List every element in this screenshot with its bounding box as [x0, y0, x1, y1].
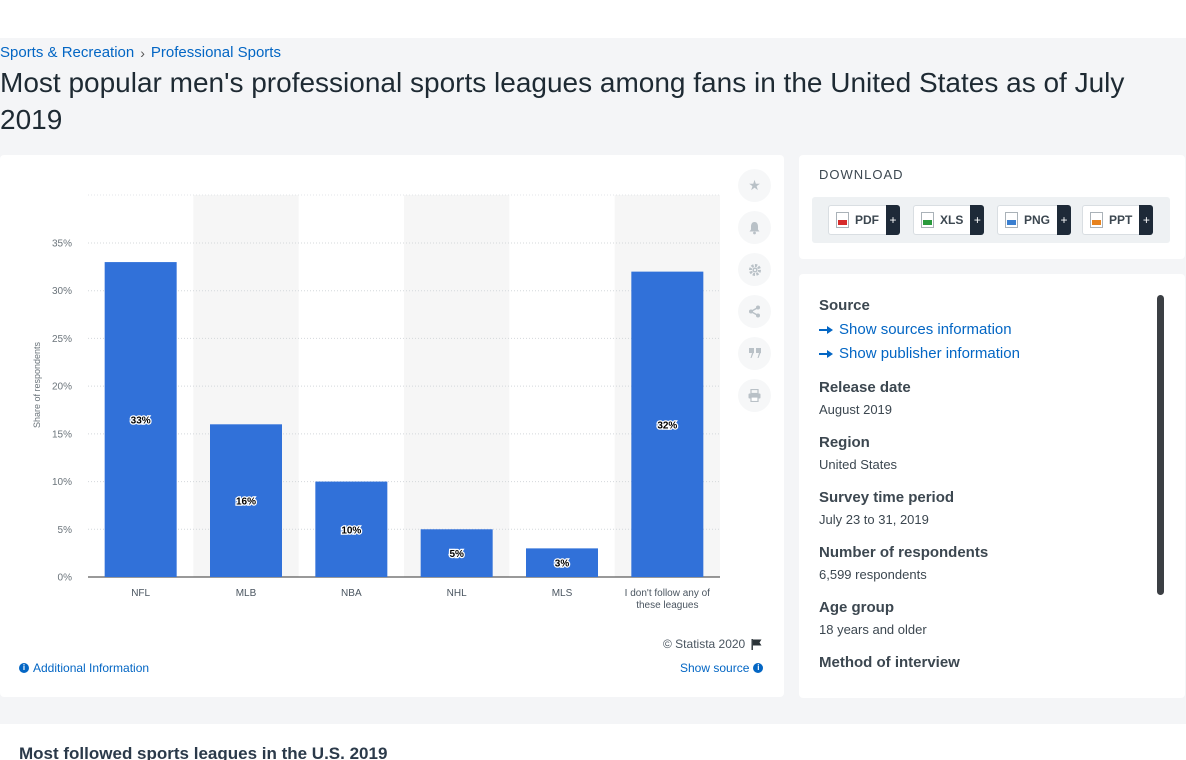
share-icon[interactable]: [738, 295, 771, 328]
details-scrollbar[interactable]: [1157, 295, 1164, 595]
gear-icon[interactable]: [738, 253, 771, 286]
x-tick-label: MLS: [552, 588, 573, 599]
data-label: 3%: [555, 559, 570, 570]
breadcrumb: Sports & Recreation › Professional Sport…: [0, 44, 281, 61]
show-source-label: Show source: [680, 661, 750, 675]
related-statistic-title[interactable]: Most followed sports leagues in the U.S.…: [19, 744, 388, 760]
download-card: DOWNLOAD PDF + XLS + PNG + PPT +: [799, 155, 1185, 259]
x-tick-label: NFL: [131, 588, 150, 599]
bar: [104, 262, 177, 577]
y-axis-label: Share of respondents: [32, 341, 42, 428]
bar: [315, 481, 388, 577]
bar: [420, 529, 493, 577]
download-ppt-label: PPT: [1109, 213, 1133, 227]
y-tick-label: 30%: [52, 286, 72, 297]
download-png-plus[interactable]: +: [1057, 205, 1072, 235]
breadcrumb-separator-icon: ›: [140, 44, 145, 61]
download-xls-plus[interactable]: +: [970, 205, 985, 235]
details-scroll-area[interactable]: Source Show sources information Show pub…: [799, 274, 1169, 676]
flag-icon[interactable]: [751, 638, 762, 650]
x-tick-label: these leagues: [636, 600, 698, 611]
pdf-file-icon: [836, 212, 849, 228]
respondents-heading: Number of respondents: [819, 544, 989, 561]
x-tick-label: NHL: [447, 588, 467, 599]
copyright-notice: © Statista 2020: [663, 637, 762, 651]
xls-file-icon: [921, 212, 934, 228]
download-ppt-button[interactable]: PPT +: [1082, 205, 1154, 235]
bar-chart: 0% 5% 10% 15% 20% 25% 30% 35% Share of responden…: [32, 194, 720, 611]
show-publisher-link[interactable]: Show publisher information: [819, 345, 1020, 362]
download-xls-label: XLS: [940, 213, 964, 227]
release-date-value: August 2019: [819, 402, 893, 417]
top-bar: [0, 0, 1186, 38]
source-heading: Source: [819, 297, 870, 314]
release-date-heading: Release date: [819, 379, 911, 396]
breadcrumb-item-professional-sports[interactable]: Professional Sports: [150, 44, 281, 61]
download-title: DOWNLOAD: [819, 167, 904, 182]
bell-icon[interactable]: [738, 211, 771, 244]
additional-information-link[interactable]: i Additional Information: [19, 661, 149, 675]
download-buttons: PDF + XLS + PNG + PPT +: [812, 197, 1170, 243]
show-sources-link[interactable]: Show sources information: [819, 321, 1012, 338]
download-png-button[interactable]: PNG +: [997, 205, 1072, 235]
bar: [526, 548, 598, 577]
print-icon[interactable]: [738, 379, 771, 412]
statistic-details-card: Source Show sources information Show pub…: [799, 274, 1185, 698]
copyright-text: © Statista 2020: [663, 637, 746, 651]
info-icon: i: [753, 663, 764, 673]
y-tick-label: 15%: [52, 429, 72, 440]
y-tick-label: 5%: [58, 525, 73, 536]
method-heading: Method of interview: [819, 654, 960, 671]
breadcrumb-item-sports-recreation[interactable]: Sports & Recreation: [0, 44, 135, 61]
png-file-icon: [1005, 212, 1018, 228]
download-xls-button[interactable]: XLS +: [913, 205, 985, 235]
arrow-right-icon: [819, 349, 833, 359]
data-label: 32%: [657, 420, 677, 431]
x-tick-label: NBA: [341, 588, 362, 599]
y-tick-label: 10%: [52, 477, 72, 488]
quote-icon[interactable]: [738, 337, 771, 370]
show-publisher-label: Show publisher information: [839, 345, 1020, 362]
region-heading: Region: [819, 434, 870, 451]
y-tick-label: 0%: [58, 573, 73, 584]
data-label: 5%: [449, 549, 464, 560]
data-label: 16%: [236, 497, 256, 508]
data-label: 33%: [131, 416, 151, 427]
related-statistic-card: Most followed sports leagues in the U.S.…: [0, 724, 1186, 760]
download-pdf-button[interactable]: PDF +: [828, 205, 900, 235]
data-label: 10%: [341, 525, 361, 536]
show-sources-label: Show sources information: [839, 321, 1012, 338]
ppt-file-icon: [1090, 212, 1103, 228]
age-group-heading: Age group: [819, 599, 894, 616]
x-tick-label: I don't follow any of: [625, 588, 711, 599]
download-pdf-label: PDF: [855, 213, 879, 227]
bar: [631, 271, 704, 577]
arrow-right-icon: [819, 325, 833, 335]
info-icon: i: [19, 663, 29, 673]
download-png-label: PNG: [1024, 213, 1051, 227]
download-ppt-plus[interactable]: +: [1139, 205, 1154, 235]
survey-period-value: July 23 to 31, 2019: [819, 512, 929, 527]
y-tick-label: 35%: [52, 239, 72, 250]
show-source-link[interactable]: Show source i: [680, 661, 764, 675]
page-title: Most popular men's professional sports l…: [0, 67, 1125, 135]
bar: [210, 424, 282, 577]
y-tick-label: 25%: [52, 334, 72, 345]
age-group-value: 18 years and older: [819, 622, 927, 637]
star-icon[interactable]: ★: [738, 169, 771, 202]
additional-information-label: Additional Information: [33, 661, 150, 675]
region-value: United States: [819, 457, 898, 472]
chart-card: 0% 5% 10% 15% 20% 25% 30% 35% Share of responden…: [0, 155, 784, 697]
survey-period-heading: Survey time period: [819, 489, 955, 506]
respondents-value: 6,599 respondents: [819, 567, 927, 582]
download-pdf-plus[interactable]: +: [886, 205, 900, 235]
x-tick-label: MLB: [236, 588, 257, 599]
y-tick-label: 20%: [52, 382, 72, 393]
